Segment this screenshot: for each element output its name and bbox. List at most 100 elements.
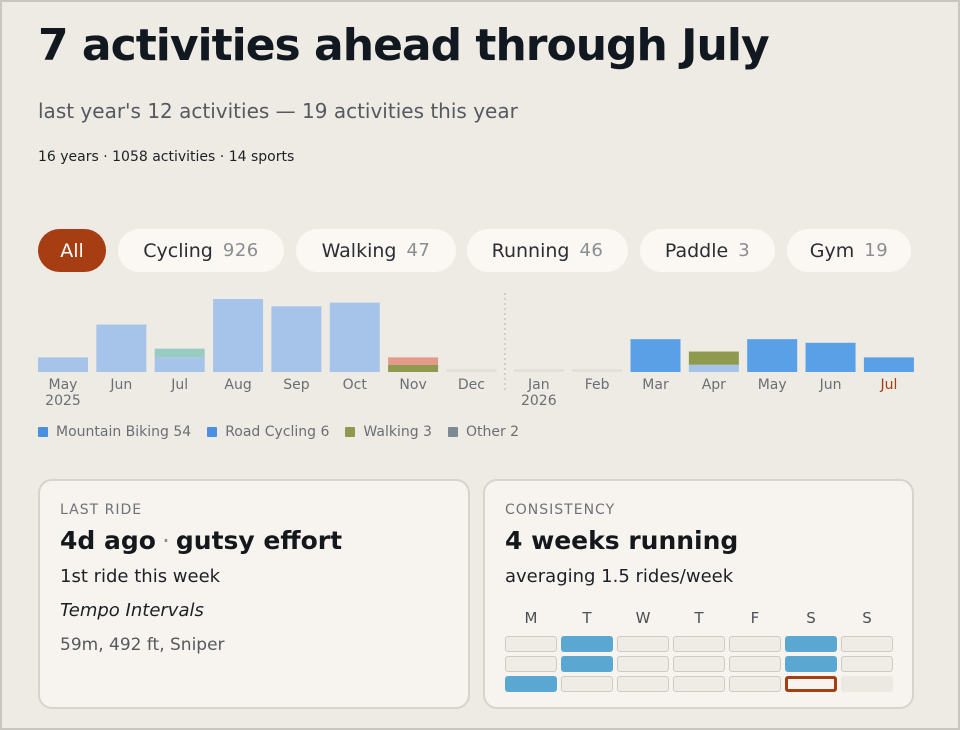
filter-label: Running [491, 239, 570, 262]
day-cell-active[interactable] [505, 676, 557, 692]
x-tick-label: Jan [527, 377, 550, 393]
last-ride-headline: 4d ago · gutsy effort [60, 526, 342, 555]
chart-legend: Mountain Biking 54 Road Cycling 6 Walkin… [38, 424, 519, 440]
bar-other-6[interactable] [388, 357, 439, 365]
filter-label: Cycling [143, 239, 213, 262]
week-rows [505, 636, 897, 692]
x-tick-label: Dec [458, 377, 485, 393]
day-cell-empty[interactable] [673, 636, 725, 652]
separator-dot: · [161, 526, 170, 555]
x-tick-label: Mar [642, 377, 669, 393]
day-cell-empty[interactable] [729, 656, 781, 672]
last-ride-when: 4d ago [60, 526, 156, 555]
day-cell-empty[interactable] [505, 656, 557, 672]
day-cell-empty[interactable] [673, 656, 725, 672]
day-cell-empty[interactable] [617, 636, 669, 652]
x-tick-label: Oct [343, 377, 368, 393]
weekly-streak-grid: M T W T F S S [505, 609, 897, 696]
legend-item-other[interactable]: Other 2 [447, 424, 520, 440]
page-subtitle: last year's 12 activities — 19 activitie… [38, 99, 518, 123]
filter-pill-paddle[interactable]: Paddle 3 [640, 229, 775, 272]
year-label: 2026 [521, 393, 557, 409]
day-cell-empty[interactable] [673, 676, 725, 692]
year-label: 2025 [45, 393, 81, 409]
x-tick-label: Jun [819, 377, 842, 393]
legend-swatch [38, 427, 48, 437]
filter-count: 926 [222, 240, 259, 261]
bar-walking-11[interactable] [688, 351, 739, 365]
bar-mountain-biking-5[interactable] [329, 302, 380, 372]
filter-label: Gym [809, 239, 855, 262]
bar-mountain-biking-11[interactable] [688, 364, 739, 372]
bar-road-cycling-14[interactable] [863, 357, 914, 372]
last-ride-card[interactable]: LAST RIDE 4d ago · gutsy effort 1st ride t… [38, 479, 470, 709]
day-cell-future[interactable] [841, 676, 893, 692]
bar-mountain-biking-0[interactable] [38, 357, 88, 372]
card-eyebrow: CONSISTENCY [505, 502, 616, 518]
last-ride-details: 59m, 492 ft, Sniper [60, 635, 225, 655]
day-cell-empty[interactable] [841, 636, 893, 652]
x-tick-label: Jul [879, 377, 897, 393]
legend-swatch [207, 427, 218, 437]
legend-label: Walking 3 [363, 424, 432, 440]
day-cell-active[interactable] [561, 656, 613, 672]
bar-other-2[interactable] [154, 348, 205, 358]
bar-empty-8[interactable] [513, 369, 564, 372]
x-tick-label: May [49, 377, 78, 393]
bar-road-cycling-10[interactable] [630, 339, 681, 372]
day-cell-empty[interactable] [729, 636, 781, 652]
filter-count: 3 [738, 240, 751, 261]
bar-empty-7[interactable] [446, 369, 497, 372]
bar-walking-6[interactable] [388, 364, 439, 372]
day-cell-active[interactable] [561, 636, 613, 652]
x-tick-label: Jun [109, 377, 132, 393]
filter-count: 46 [579, 240, 604, 261]
day-cell-empty[interactable] [617, 656, 669, 672]
day-label: F [750, 609, 760, 627]
day-cell-active[interactable] [785, 656, 837, 672]
day-cell-empty[interactable] [561, 676, 613, 692]
bar-road-cycling-12[interactable] [747, 339, 798, 372]
x-tick-label: Nov [399, 377, 426, 393]
day-label: M [524, 609, 538, 627]
filter-pill-gym[interactable]: Gym 19 [787, 229, 911, 272]
day-cell-active[interactable] [785, 636, 837, 652]
x-tick-label: May [758, 377, 787, 393]
day-cell-empty[interactable] [617, 676, 669, 692]
filter-count: 19 [864, 240, 889, 261]
day-cell-empty[interactable] [729, 676, 781, 692]
day-cell-empty[interactable] [505, 636, 557, 652]
filter-pill-running[interactable]: Running 46 [467, 229, 628, 272]
bar-mountain-biking-1[interactable] [96, 324, 147, 372]
bar-mountain-biking-3[interactable] [213, 299, 264, 372]
day-of-week-header: M T W T F S S [505, 609, 897, 627]
summary-stats: 16 years · 1058 activities · 14 sports [38, 149, 295, 165]
filter-pill-cycling[interactable]: Cycling 926 [118, 229, 284, 272]
day-label: T [582, 609, 592, 627]
day-cell-empty[interactable] [841, 656, 893, 672]
monthly-activity-chart: May 2025 Jun Jul Aug Sep Oct Nov Dec Jan 2026 Feb Ma… [0, 285, 960, 415]
x-tick-label: Apr [702, 377, 726, 393]
legend-item-walking[interactable]: Walking 3 [345, 424, 432, 440]
filter-pill-all[interactable]: All [38, 229, 106, 272]
legend-label: Other 2 [465, 424, 520, 440]
bar-mountain-biking-4[interactable] [271, 306, 322, 372]
legend-item-mountain-biking[interactable]: Mountain Biking 54 [38, 424, 191, 440]
filter-pill-walking[interactable]: Walking 47 [296, 229, 456, 272]
legend-item-road-cycling[interactable]: Road Cycling 6 [207, 424, 329, 440]
filter-count: 47 [406, 240, 431, 261]
filter-label: Walking [321, 239, 397, 262]
x-tick-label: Aug [224, 377, 251, 393]
consistency-card[interactable]: CONSISTENCY 4 weeks running averaging 1.… [483, 479, 914, 709]
day-cell-today[interactable] [785, 676, 837, 692]
legend-label: Mountain Biking 54 [56, 424, 192, 440]
bar-mountain-biking-2[interactable] [154, 357, 205, 372]
filter-label: Paddle [664, 239, 729, 262]
bar-road-cycling-13[interactable] [805, 342, 856, 372]
last-ride-count: 1st ride this week [60, 566, 221, 587]
legend-swatch [345, 427, 356, 437]
x-tick-label: Jul [170, 377, 188, 393]
bar-empty-9[interactable] [572, 369, 623, 372]
week-row [505, 656, 897, 672]
